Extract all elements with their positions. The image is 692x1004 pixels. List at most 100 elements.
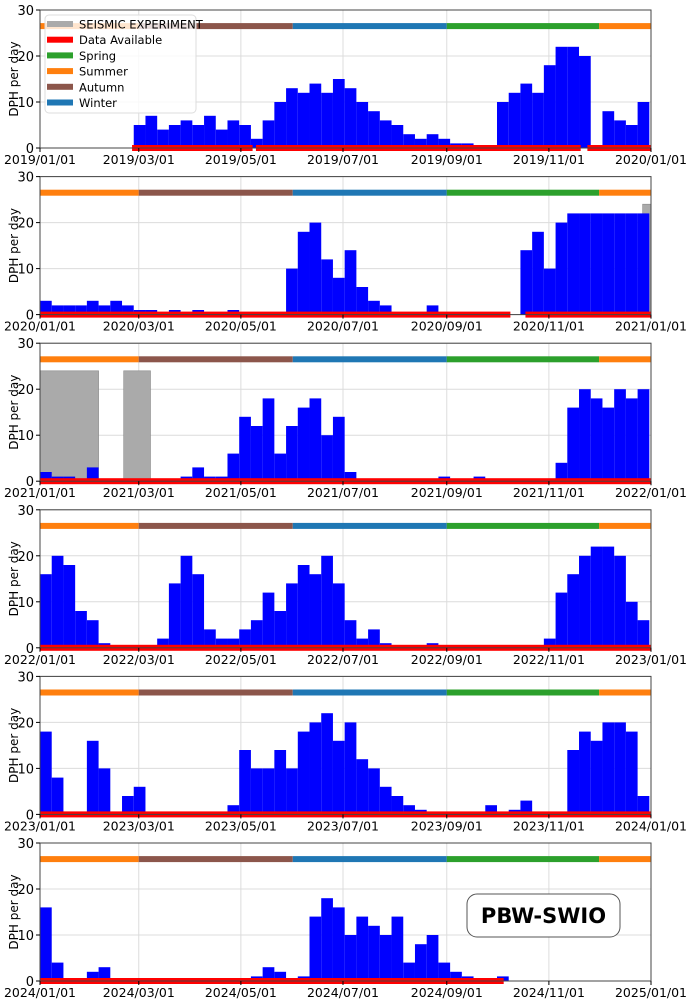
dph-bar <box>321 898 333 981</box>
x-tick-label: 2023/01/01 <box>615 652 687 667</box>
station-label-box <box>466 893 621 938</box>
dph-bar <box>391 916 404 981</box>
dph-bar <box>579 56 591 148</box>
legend-swatch <box>47 21 73 27</box>
plot-frame <box>39 9 652 149</box>
y-tick-label: 0 <box>26 142 34 157</box>
dph-bar <box>250 620 263 648</box>
dph-bar <box>368 111 380 148</box>
dph-bar <box>555 46 568 148</box>
dph-bar <box>356 638 369 648</box>
dph-bar <box>379 120 392 148</box>
x-tick-label: 2024/07/01 <box>307 985 379 1000</box>
season-bar-summer <box>40 189 139 196</box>
x-tick-label: 2021/03/01 <box>103 485 175 500</box>
dph-bar <box>426 305 439 315</box>
dph-bar <box>637 389 650 482</box>
legend-box <box>44 14 197 114</box>
season-bar-autumn <box>138 689 293 696</box>
dph-bar <box>625 213 638 315</box>
dph-bar <box>321 92 333 148</box>
dph-bar <box>262 398 275 482</box>
dph-bar <box>86 300 99 315</box>
y-tick-label: 10 <box>17 929 34 944</box>
dph-bar <box>637 102 650 148</box>
x-tick-label: 2025/01/01 <box>615 985 687 1000</box>
dph-bar <box>379 786 392 815</box>
dph-bar <box>180 120 193 148</box>
dph-bar <box>286 88 298 148</box>
dph-bar <box>250 426 263 482</box>
dph-bar <box>403 962 415 981</box>
dph-bar <box>567 574 580 648</box>
season-bar-summer <box>599 356 651 363</box>
dph-bar <box>98 967 111 981</box>
x-tick-label: 2020/01/01 <box>4 319 76 334</box>
dph-bar <box>227 638 240 648</box>
season-bar-summer <box>40 356 139 363</box>
x-tick-label: 2021/11/01 <box>513 485 585 500</box>
dph-bar <box>414 138 427 148</box>
dph-bar <box>602 546 615 648</box>
dph-bar <box>75 305 87 315</box>
dph-bar <box>51 777 64 815</box>
plot-frame <box>39 342 652 482</box>
seismic-experiment-bar <box>39 370 99 482</box>
legend-label: Winter <box>79 96 117 110</box>
x-tick-label: 2023/03/01 <box>103 818 175 833</box>
x-tick-label: 2019/09/01 <box>411 152 483 167</box>
panel-2024: 0 10 20 30 2024/01/01 2024/03/01 2024/05/01 202… <box>4 837 687 1000</box>
dph-bar <box>614 213 626 315</box>
dph-bar <box>368 300 380 315</box>
x-tick-label: 2021/05/01 <box>205 485 277 500</box>
x-tick-label: 2019/11/01 <box>513 152 585 167</box>
x-tick-label: 2022/07/01 <box>307 652 379 667</box>
dph-bar <box>543 268 556 315</box>
season-bar-summer <box>40 522 139 529</box>
y-tick-label: 0 <box>26 975 34 990</box>
y-axis-label: DPH per day <box>7 208 21 283</box>
dph-bar <box>86 971 99 981</box>
season-bar-winter <box>292 856 447 863</box>
x-tick-label: 2021/01/01 <box>4 485 76 500</box>
dph-bar <box>403 805 415 815</box>
y-tick-label: 0 <box>26 475 34 490</box>
legend-label: Spring <box>79 49 116 63</box>
legend-label: Summer <box>79 65 128 79</box>
season-bar-summer <box>599 856 651 863</box>
legend-swatch <box>47 68 73 75</box>
dph-bar <box>145 115 158 148</box>
dph-bar <box>414 944 427 981</box>
dph-bar <box>356 916 369 981</box>
legend-label: SEISMIC EXPERIMENT <box>79 18 204 32</box>
dph-bar <box>379 935 392 981</box>
dph-bar <box>297 231 310 315</box>
dph-bar <box>332 740 345 815</box>
legend-swatch <box>47 52 73 59</box>
dph-bar <box>286 583 298 648</box>
dph-bar <box>274 453 287 482</box>
season-bar-spring <box>446 856 600 863</box>
y-tick-label: 10 <box>17 429 34 444</box>
dph-bar <box>391 796 404 815</box>
dph-bar <box>192 467 205 482</box>
season-bar-summer <box>599 689 651 696</box>
dph-bar <box>239 125 251 148</box>
season-bar-spring <box>446 689 600 696</box>
y-tick-label: 30 <box>17 4 34 19</box>
dph-bar <box>239 629 251 648</box>
legend-swatch <box>47 99 73 106</box>
y-tick-label: 30 <box>17 837 34 852</box>
x-tick-label: 2022/01/01 <box>4 652 76 667</box>
y-tick-label: 30 <box>17 504 34 519</box>
plot-frame <box>39 842 652 982</box>
dph-bar <box>590 398 603 482</box>
dph-bar <box>227 805 240 815</box>
dph-bar <box>133 125 146 148</box>
dph-bar <box>110 300 123 315</box>
y-tick-label: 30 <box>17 337 34 352</box>
x-tick-label: 2020/03/01 <box>103 319 175 334</box>
dph-bar <box>344 935 357 981</box>
y-tick-label: 0 <box>26 808 34 823</box>
legend-swatch <box>47 83 73 90</box>
